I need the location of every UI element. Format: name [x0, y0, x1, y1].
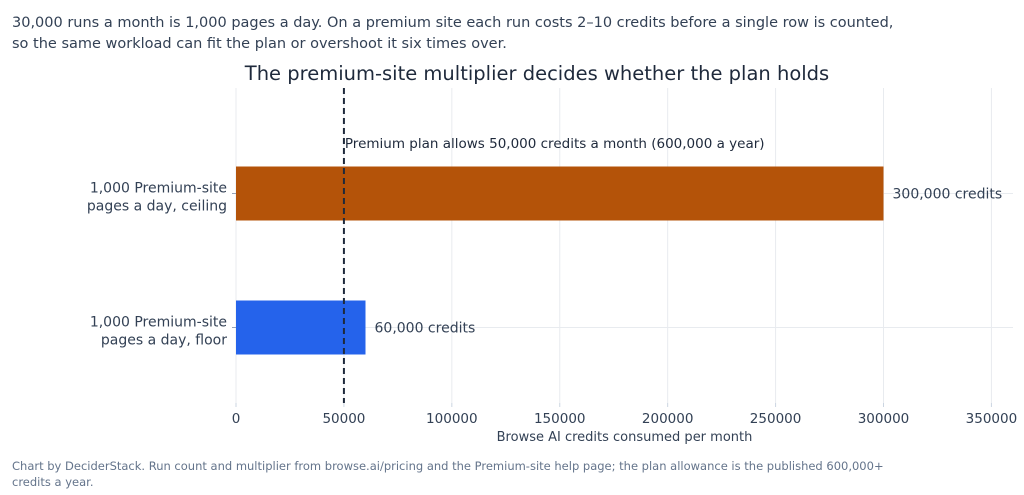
x-tick-label: 100000 — [426, 411, 478, 427]
x-axis-label: Browse AI credits consumed per month — [497, 430, 753, 445]
x-tick-label: 350000 — [966, 411, 1018, 427]
credit-line-1: Chart by DeciderStack. Run count and mul… — [12, 459, 884, 473]
x-tick-label: 250000 — [750, 411, 802, 427]
credit-line-2: credits a year. — [12, 475, 94, 489]
subtitle-line-2: so the same workload can fit the plan or… — [12, 36, 507, 52]
y-tick-label-line: 1,000 Premium-site — [90, 315, 227, 331]
bar — [236, 300, 366, 355]
bar-chart: The premium-site multiplier decides whet… — [87, 62, 1017, 445]
chart-title: The premium-site multiplier decides whet… — [244, 62, 829, 85]
axes: 0 50000 100000 150000 200000 250000 300000 3500… — [87, 181, 1017, 428]
x-tick-label: 200000 — [642, 411, 694, 427]
bar-value-label: 60,000 credits — [375, 321, 476, 337]
x-tick-label: 300000 — [858, 411, 910, 427]
y-tick-label: 1,000 Premium-site pages a day, floor — [90, 315, 227, 349]
chart-subtitle: 30,000 runs a month is 1,000 pages a day… — [12, 13, 1012, 55]
reference-line-label: Premium plan allows 50,000 credits a mon… — [345, 136, 765, 152]
bar-value-label: 300,000 credits — [893, 187, 1003, 203]
y-tick-label-line: pages a day, floor — [101, 333, 227, 349]
bars: 300,000 credits 60,000 credits — [236, 166, 1003, 355]
y-tick-label-line: 1,000 Premium-site — [90, 181, 227, 197]
x-tick-label: 0 — [232, 411, 241, 427]
subtitle-line-1: 30,000 runs a month is 1,000 pages a day… — [12, 15, 894, 31]
bar — [236, 166, 884, 221]
x-tick-label: 150000 — [534, 411, 586, 427]
y-tick-label: 1,000 Premium-site pages a day, ceiling — [87, 181, 227, 215]
x-tick-label: 50000 — [322, 411, 365, 427]
y-tick-label-line: pages a day, ceiling — [87, 199, 227, 215]
source-credit: Chart by DeciderStack. Run count and mul… — [12, 458, 1012, 490]
reference-line-group: Premium plan allows 50,000 credits a mon… — [342, 88, 765, 403]
